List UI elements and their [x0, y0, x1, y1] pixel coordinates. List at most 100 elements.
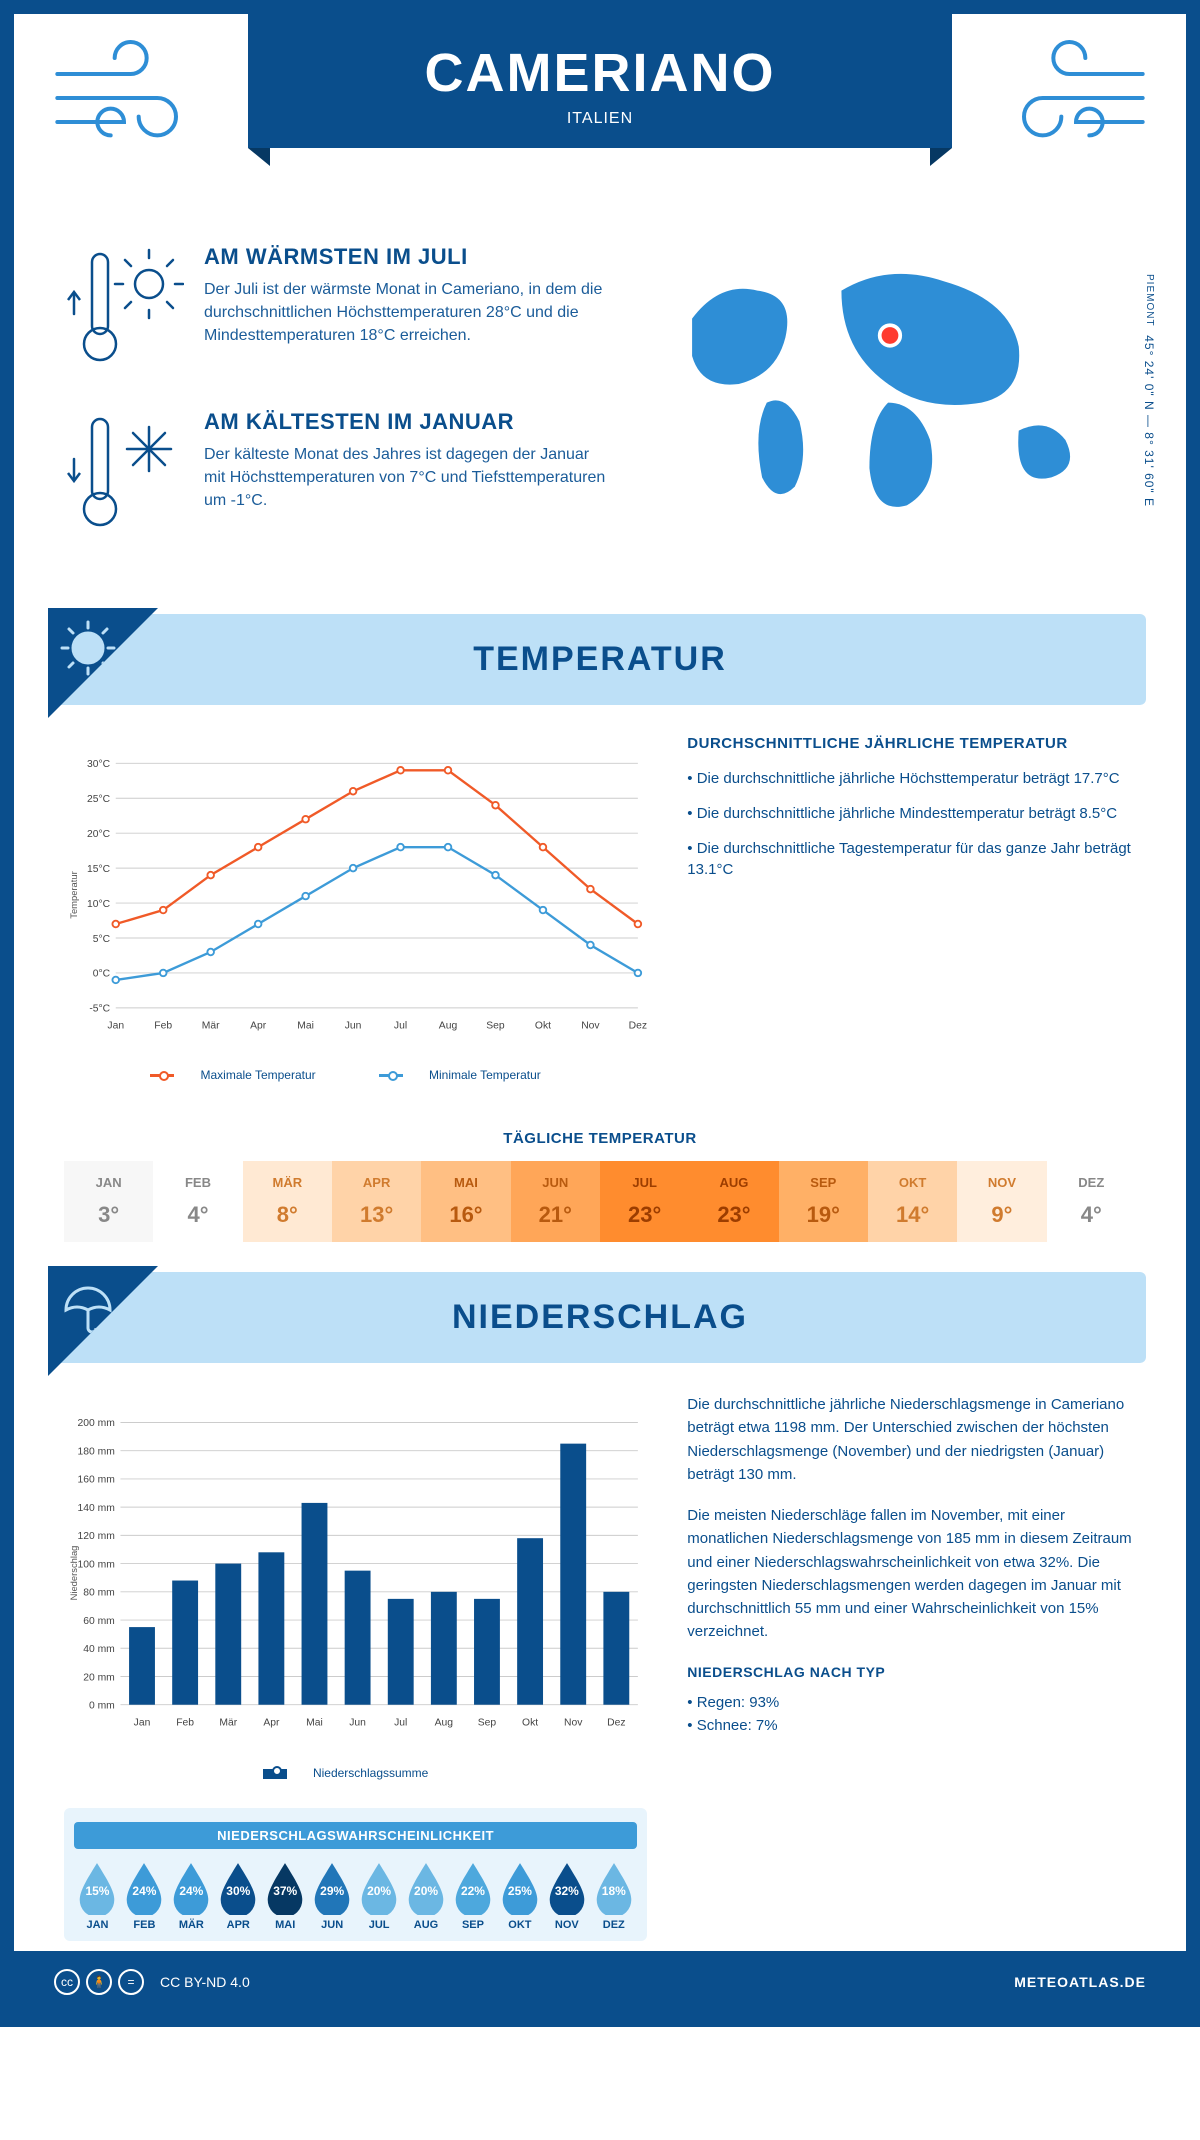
precip-paragraph: Die meisten Niederschläge fallen im Nove… [687, 1504, 1136, 1644]
chart-legend: Maximale Temperatur Minimale Temperatur [64, 1060, 647, 1090]
raindrop-icon: 25% [498, 1861, 542, 1915]
svg-text:Jan: Jan [134, 1717, 151, 1728]
svg-text:Nov: Nov [564, 1717, 583, 1728]
temp-bullet: Die durchschnittliche Tagestemperatur fü… [687, 838, 1136, 880]
svg-text:Niederschlag: Niederschlag [68, 1546, 79, 1601]
daily-cell: MAI16° [421, 1161, 510, 1242]
svg-text:140 mm: 140 mm [77, 1503, 114, 1514]
wind-icon [996, 34, 1156, 154]
daily-cell: OKT14° [868, 1161, 957, 1242]
raindrop-icon: 32% [545, 1861, 589, 1915]
probability-cell: 32%NOV [543, 1861, 590, 1931]
svg-text:Dez: Dez [629, 1021, 647, 1032]
svg-text:Jun: Jun [345, 1021, 362, 1032]
svg-text:Aug: Aug [439, 1021, 458, 1032]
svg-text:Apr: Apr [263, 1717, 280, 1728]
svg-text:Jun: Jun [349, 1717, 366, 1728]
svg-text:5°C: 5°C [93, 934, 111, 945]
daily-cell: FEB4° [153, 1161, 242, 1242]
raindrop-icon: 24% [122, 1861, 166, 1915]
precip-type-snow: • Schnee: 7% [687, 1714, 1136, 1737]
page-frame: CAMERIANO ITALIEN AM WÄRMSTEN IM JULI De… [0, 0, 1200, 2027]
temp-bullet: Die durchschnittliche jährliche Höchstte… [687, 768, 1136, 789]
daily-temp-title: TÄGLICHE TEMPERATUR [14, 1130, 1186, 1147]
probability-cell: 15%JAN [74, 1861, 121, 1931]
probability-title: NIEDERSCHLAGSWAHRSCHEINLICHKEIT [74, 1822, 637, 1849]
banner-title: NIEDERSCHLAG [74, 1298, 1126, 1337]
daily-cell: MÄR8° [243, 1161, 332, 1242]
precip-type-rain: • Regen: 93% [687, 1691, 1136, 1714]
svg-text:30°C: 30°C [87, 759, 111, 770]
raindrop-icon: 20% [357, 1861, 401, 1915]
svg-text:Sep: Sep [478, 1717, 497, 1728]
daily-cell: SEP19° [779, 1161, 868, 1242]
temp-bullet: Die durchschnittliche jährliche Mindestt… [687, 803, 1136, 824]
by-icon: 🧍 [86, 1969, 112, 1995]
svg-text:25°C: 25°C [87, 794, 111, 805]
raindrop-icon: 20% [404, 1861, 448, 1915]
probability-cell: 37%MAI [262, 1861, 309, 1931]
wind-icon [44, 34, 204, 154]
footer-brand: METEOATLAS.DE [1014, 1974, 1146, 1990]
coordinates: PIEMONT 45° 24' 0" N — 8° 31' 60" E [1142, 274, 1156, 507]
raindrop-icon: 24% [169, 1861, 213, 1915]
footer: cc 🧍 = CC BY-ND 4.0 METEOATLAS.DE [14, 1951, 1186, 2013]
thermometer-snow-icon [64, 409, 184, 544]
svg-text:Mai: Mai [306, 1717, 323, 1728]
precip-paragraph: Die durchschnittliche jährliche Niedersc… [687, 1393, 1136, 1486]
raindrop-icon: 37% [263, 1861, 307, 1915]
raindrop-icon: 30% [216, 1861, 260, 1915]
probability-box: NIEDERSCHLAGSWAHRSCHEINLICHKEIT 15%JAN24… [64, 1808, 647, 1941]
svg-text:80 mm: 80 mm [83, 1588, 115, 1599]
svg-text:Temperatur: Temperatur [68, 871, 79, 919]
daily-cell: JUN21° [511, 1161, 600, 1242]
precipitation-row: 0 mm20 mm40 mm60 mm80 mm100 mm120 mm140 … [14, 1393, 1186, 1951]
nd-icon: = [118, 1969, 144, 1995]
daily-temp-grid: JAN3°FEB4°MÄR8°APR13°MAI16°JUN21°JUL23°A… [64, 1161, 1136, 1242]
daily-cell: AUG23° [689, 1161, 778, 1242]
raindrop-icon: 22% [451, 1861, 495, 1915]
svg-text:Jul: Jul [394, 1021, 407, 1032]
temperature-banner: TEMPERATUR [54, 614, 1146, 705]
fact-text: Der kälteste Monat des Jahres ist dagege… [204, 443, 610, 513]
svg-text:180 mm: 180 mm [77, 1446, 114, 1457]
svg-text:Mär: Mär [219, 1717, 237, 1728]
fact-text: Der Juli ist der wärmste Monat in Cameri… [204, 278, 610, 348]
svg-text:Nov: Nov [581, 1021, 600, 1032]
probability-cell: 20%AUG [403, 1861, 450, 1931]
svg-text:Feb: Feb [176, 1717, 194, 1728]
fact-coldest: AM KÄLTESTEN IM JANUAR Der kälteste Mona… [64, 409, 610, 544]
probability-cell: 22%SEP [450, 1861, 497, 1931]
svg-text:Mai: Mai [297, 1021, 314, 1032]
page-subtitle: ITALIEN [268, 110, 931, 128]
svg-text:Okt: Okt [522, 1717, 538, 1728]
fact-title: AM KÄLTESTEN IM JANUAR [204, 409, 610, 435]
svg-text:Sep: Sep [486, 1021, 505, 1032]
raindrop-icon: 18% [592, 1861, 636, 1915]
svg-text:20°C: 20°C [87, 829, 111, 840]
daily-cell: DEZ4° [1047, 1161, 1136, 1242]
svg-text:120 mm: 120 mm [77, 1531, 114, 1542]
svg-text:160 mm: 160 mm [77, 1475, 114, 1486]
svg-text:Jul: Jul [394, 1717, 407, 1728]
svg-text:0 mm: 0 mm [89, 1700, 115, 1711]
svg-text:100 mm: 100 mm [77, 1559, 114, 1570]
daily-cell: NOV9° [957, 1161, 1046, 1242]
cc-icon: cc [54, 1969, 80, 1995]
svg-text:15°C: 15°C [87, 864, 111, 875]
daily-cell: JAN3° [64, 1161, 153, 1242]
probability-cell: 29%JUN [309, 1861, 356, 1931]
svg-text:Jan: Jan [107, 1021, 124, 1032]
svg-text:10°C: 10°C [87, 899, 111, 910]
temp-side-title: DURCHSCHNITTLICHE JÄHRLICHE TEMPERATUR [687, 735, 1136, 752]
svg-text:Dez: Dez [607, 1717, 625, 1728]
probability-cell: 25%OKT [496, 1861, 543, 1931]
world-map-icon [640, 244, 1136, 524]
title-banner: CAMERIANO ITALIEN [248, 14, 951, 148]
raindrop-icon: 15% [75, 1861, 119, 1915]
probability-cell: 20%JUL [356, 1861, 403, 1931]
temp-bullets: Die durchschnittliche jährliche Höchstte… [687, 768, 1136, 880]
svg-text:Aug: Aug [435, 1717, 454, 1728]
probability-cell: 30%APR [215, 1861, 262, 1931]
temperature-line-chart: -5°C0°C5°C10°C15°C20°C25°C30°CJanFebMärA… [64, 735, 647, 1055]
